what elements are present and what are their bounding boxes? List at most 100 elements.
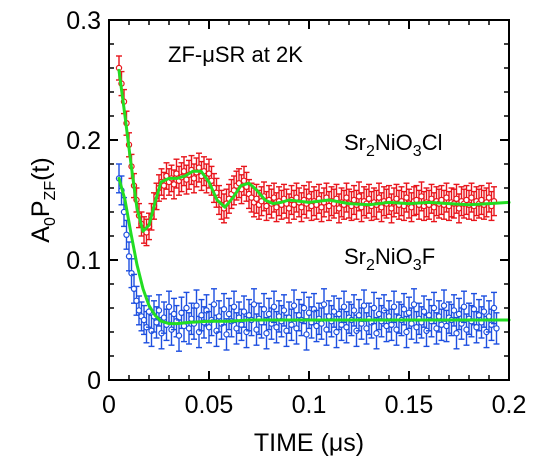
marker-f xyxy=(440,302,448,309)
marker-f xyxy=(155,307,163,314)
marker-f xyxy=(300,304,308,312)
legend-cl-sub-2: 3 xyxy=(413,143,422,160)
data-point-cl xyxy=(343,182,350,213)
tick-layer: 0 0.05 0.1 0.15 0.2 0 0.1 0.2 0.3 xyxy=(66,7,526,419)
legend-label-sr2nio3cl: Sr2NiO3Cl xyxy=(344,130,442,160)
data-point-f xyxy=(220,292,228,326)
marker-f xyxy=(220,306,228,313)
x-tick-label: 0.05 xyxy=(185,391,234,419)
marker-f xyxy=(270,303,278,310)
y-axis-title: A0PZF(t) xyxy=(27,157,59,242)
data-point-f xyxy=(373,316,380,350)
marker-f xyxy=(438,321,445,328)
data-point-f xyxy=(293,312,300,345)
marker-f xyxy=(410,301,418,308)
data-point-f xyxy=(260,292,268,326)
marker-f xyxy=(123,231,130,238)
data-point-f xyxy=(238,308,245,342)
x-axis-title: TIME (μs) xyxy=(254,429,364,457)
data-point-f xyxy=(135,295,143,326)
marker-f xyxy=(290,302,298,309)
data-point-cl xyxy=(298,192,305,223)
data-point-f xyxy=(338,308,345,342)
data-point-f xyxy=(493,312,500,345)
data-point-f xyxy=(430,291,438,325)
y-axis-title-p: P xyxy=(27,200,55,217)
marker-f xyxy=(223,331,230,338)
annotation-zf-musr: ZF-μSR at 2K xyxy=(168,42,303,67)
marker-f xyxy=(330,308,338,315)
x-tick-label: 0 xyxy=(102,391,116,419)
y-axis-title-arg: (t) xyxy=(27,157,55,181)
fit-line-cl xyxy=(117,68,511,233)
y-tick-label: 0 xyxy=(87,367,101,395)
marker-f xyxy=(430,304,438,312)
fit-layer xyxy=(117,68,511,326)
legend-cl-sub-1: 2 xyxy=(366,143,375,160)
data-point-cl xyxy=(458,186,465,217)
x-tick-label: 0.2 xyxy=(492,391,527,419)
data-point-f xyxy=(130,273,138,304)
legend-f-part-3: F xyxy=(422,244,435,269)
data-point-f xyxy=(388,308,395,342)
marker-f xyxy=(408,320,415,327)
x-tick-label: 0.15 xyxy=(385,391,434,419)
marker-f xyxy=(250,301,258,308)
data-point-f xyxy=(403,315,410,349)
data-point-f xyxy=(460,290,468,324)
y-axis-title-a-sub: 0 xyxy=(42,217,59,226)
marker-f xyxy=(210,301,218,308)
legend-f-sub-1: 2 xyxy=(366,257,375,274)
data-point-f xyxy=(198,298,205,332)
marker-f xyxy=(450,307,458,314)
marker-f xyxy=(360,302,368,309)
marker-f xyxy=(370,304,378,312)
x-axis-title-mu: μ xyxy=(329,429,343,457)
marker-f xyxy=(373,330,380,337)
legend-label-sr2nio3f: Sr2NiO3F xyxy=(344,244,435,274)
legend-cl-part-3: Cl xyxy=(422,130,443,155)
marker-f xyxy=(460,303,468,310)
y-tick-label: 0.2 xyxy=(66,127,101,155)
marker-f xyxy=(400,306,408,313)
marker-f xyxy=(193,302,200,309)
data-point-f xyxy=(215,300,223,333)
fit-line-f xyxy=(117,176,511,326)
marker-f xyxy=(165,303,173,310)
legend-cl-part-1: Sr xyxy=(344,130,366,155)
marker-f xyxy=(175,332,183,339)
marker-f xyxy=(340,303,348,310)
data-point-f xyxy=(490,291,498,325)
x-axis-title-unit: s) xyxy=(343,429,364,457)
marker-f xyxy=(350,307,358,314)
marker-f xyxy=(420,308,428,315)
marker-f xyxy=(303,331,310,338)
data-point-cl xyxy=(293,182,300,213)
y-axis-title-p-sub: ZF xyxy=(42,181,59,201)
marker-f xyxy=(453,330,460,337)
data-point-f xyxy=(360,289,368,322)
data-point-cl xyxy=(240,165,248,196)
marker-f xyxy=(480,308,488,315)
legend-cl-part-2: NiO xyxy=(375,130,413,155)
data-point-f xyxy=(413,310,420,344)
marker-f xyxy=(320,301,328,308)
marker-f xyxy=(183,304,190,312)
marker-f xyxy=(390,303,398,310)
marker-f xyxy=(318,320,325,327)
data-point-f xyxy=(488,308,495,342)
marker-f xyxy=(403,328,410,336)
y-tick-label: 0.3 xyxy=(66,7,101,35)
data-point-cl xyxy=(190,163,198,194)
marker-f xyxy=(260,306,268,313)
data-point-f xyxy=(355,298,363,332)
x-axis-title-main: TIME ( xyxy=(254,429,330,457)
marker-f xyxy=(288,321,295,328)
y-tick-label: 0.1 xyxy=(66,247,101,275)
marker-f xyxy=(490,304,498,312)
data-point-cl xyxy=(393,183,400,214)
data-point-f xyxy=(170,297,178,331)
data-point-f xyxy=(425,298,433,332)
data-point-f xyxy=(358,307,365,340)
